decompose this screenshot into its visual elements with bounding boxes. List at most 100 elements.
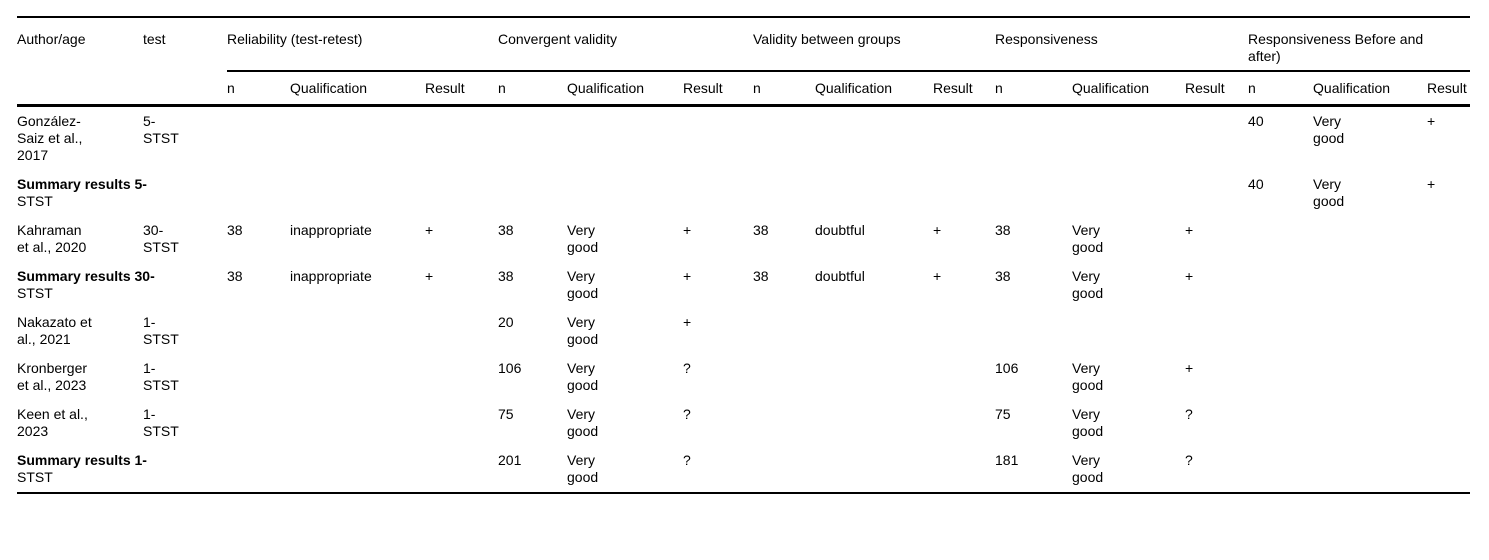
cell-vbg-result xyxy=(933,354,995,400)
cell-rba-n: 40 xyxy=(1248,113,1264,129)
cell-rba-result xyxy=(1427,308,1470,354)
cell-conv-n: 75 xyxy=(498,406,514,422)
summary-row: Summary results 30-STST 38 inappropriate +3… xyxy=(17,262,1470,308)
cell-resp-qualification: Very good xyxy=(1072,400,1185,446)
cell-author: Kronberger et al., 2023 xyxy=(17,354,143,400)
author-text: González-Saiz et al., 2017 xyxy=(17,113,83,163)
cell-conv-result: ? xyxy=(683,452,691,468)
qualification-text: Very good xyxy=(1072,452,1104,485)
cell-rel-n xyxy=(227,446,290,493)
cell-rel-qualification xyxy=(290,170,425,216)
cell-rba-qualification xyxy=(1313,446,1427,493)
subheader-resp-n: n xyxy=(995,71,1072,107)
cell-rba-n xyxy=(1248,400,1313,446)
subheader-vbg-result: Result xyxy=(933,71,995,107)
qualification-text: Very good xyxy=(567,452,599,485)
qualification-text: Very good xyxy=(1072,222,1104,255)
cell-vbg-n xyxy=(753,308,815,354)
cell-vbg-qualification xyxy=(815,354,933,400)
cell-test: 1-STST xyxy=(143,354,227,400)
subheader-conv-result: Result xyxy=(683,71,753,107)
test-header-label: test xyxy=(143,31,166,47)
cell-conv-qualification: Very good xyxy=(567,308,683,354)
summary-label: Summary results 30-STST xyxy=(17,268,167,302)
cell-vbg-qualification xyxy=(815,400,933,446)
table-header: Author/age test Reliability (test-retest… xyxy=(17,17,1471,107)
cell-resp-n: 38 xyxy=(995,268,1011,284)
cell-rba-n xyxy=(1248,446,1313,493)
cell-rel-qualification xyxy=(290,354,425,400)
cell-rba-result: + xyxy=(1427,176,1436,192)
subheader-rel-n: n xyxy=(227,71,290,107)
cell-rba-result xyxy=(1427,400,1470,446)
cell-summary-label: Summary results 30-STST xyxy=(17,262,227,308)
cell-resp-n: 38 xyxy=(995,222,1011,238)
cell-author: González-Saiz et al., 2017 xyxy=(17,106,143,171)
qualification-text: inappropriate xyxy=(290,268,372,284)
cell-resp-n xyxy=(995,106,1072,171)
cell-resp-n: 75 xyxy=(995,406,1011,422)
cell-rel-n xyxy=(227,106,290,171)
summary-label-rest: STST xyxy=(17,193,53,209)
cell-conv-qualification: Very good xyxy=(567,446,683,493)
cell-rba-qualification xyxy=(1313,354,1427,400)
cell-rel-qualification xyxy=(290,308,425,354)
subheader-vbg-qualification: Qualification xyxy=(815,71,933,107)
cell-conv-result: + xyxy=(683,268,692,284)
summary-row: Summary results 1-STST 201 Very good? 181 Ve… xyxy=(17,446,1470,493)
cell-summary-label: Summary results 1-STST xyxy=(17,446,227,493)
cell-rel-result xyxy=(425,446,498,493)
cell-conv-result: ? xyxy=(683,406,691,422)
cell-author: Keen et al., 2023 xyxy=(17,400,143,446)
group-label-responsiveness-before-after: Responsiveness Before and after) xyxy=(1248,31,1424,64)
cell-rba-qualification xyxy=(1313,216,1427,262)
subheader-rel-result: Result xyxy=(425,71,498,107)
cell-rel-result: + xyxy=(425,268,434,284)
cell-conv-result xyxy=(683,106,753,171)
cell-conv-n: 38 xyxy=(498,268,514,284)
cell-vbg-result: + xyxy=(933,222,942,238)
author-age-column-header: Author/age xyxy=(17,17,143,107)
qualification-text: inappropriate xyxy=(290,222,372,238)
study-row: Nakazato et al., 2021 1-STST 20 Very good + xyxy=(17,308,1470,354)
test-name-text: 1-STST xyxy=(143,360,179,393)
cell-rba-result: + xyxy=(1427,113,1436,129)
qualification-text: Very good xyxy=(1072,268,1104,301)
cell-vbg-n: 38 xyxy=(753,268,769,284)
author-age-header-label: Author/age xyxy=(17,31,86,47)
group-header-convergent-validity: Convergent validity xyxy=(498,17,753,72)
cell-conv-result xyxy=(683,170,753,216)
cell-rba-qualification xyxy=(1313,400,1427,446)
cell-conv-n: 38 xyxy=(498,222,514,238)
cell-conv-n: 20 xyxy=(498,314,514,330)
cell-resp-result: ? xyxy=(1185,406,1193,422)
cell-conv-qualification xyxy=(567,170,683,216)
cell-rba-qualification: Very good xyxy=(1313,170,1427,216)
author-text: Keen et al., 2023 xyxy=(17,406,88,439)
group-header-responsiveness-before-after: Responsiveness Before and after) xyxy=(1248,17,1471,72)
qualification-text: Very good xyxy=(1072,360,1104,393)
cell-vbg-n xyxy=(753,400,815,446)
cell-rba-result xyxy=(1427,262,1470,308)
group-header-responsiveness: Responsiveness xyxy=(995,17,1249,72)
cell-rba-n xyxy=(1248,308,1313,354)
qualification-text: doubtful xyxy=(815,222,865,238)
group-header-validity-between-groups: Validity between groups xyxy=(753,17,995,72)
test-name-text: 5-STST xyxy=(143,113,179,146)
cell-vbg-n xyxy=(753,354,815,400)
cell-resp-n xyxy=(995,170,1072,216)
cell-conv-n xyxy=(498,106,567,171)
cell-resp-result xyxy=(1185,106,1248,171)
cell-rba-qualification xyxy=(1313,262,1427,308)
cell-conv-n: 201 xyxy=(498,452,522,468)
subheader-row: n Qualification Result n Qualification Result… xyxy=(17,71,1471,107)
cell-vbg-qualification: doubtful xyxy=(815,216,933,262)
cell-vbg-qualification: doubtful xyxy=(815,262,933,308)
cell-rel-n xyxy=(227,354,290,400)
test-name-text: 1-STST xyxy=(143,406,179,439)
cell-resp-result xyxy=(1185,170,1248,216)
table-body: González-Saiz et al., 2017 5-STST 40 Very g… xyxy=(17,106,1470,494)
cell-rel-qualification: inappropriate xyxy=(290,216,425,262)
group-label-convergent-validity: Convergent validity xyxy=(498,31,618,47)
